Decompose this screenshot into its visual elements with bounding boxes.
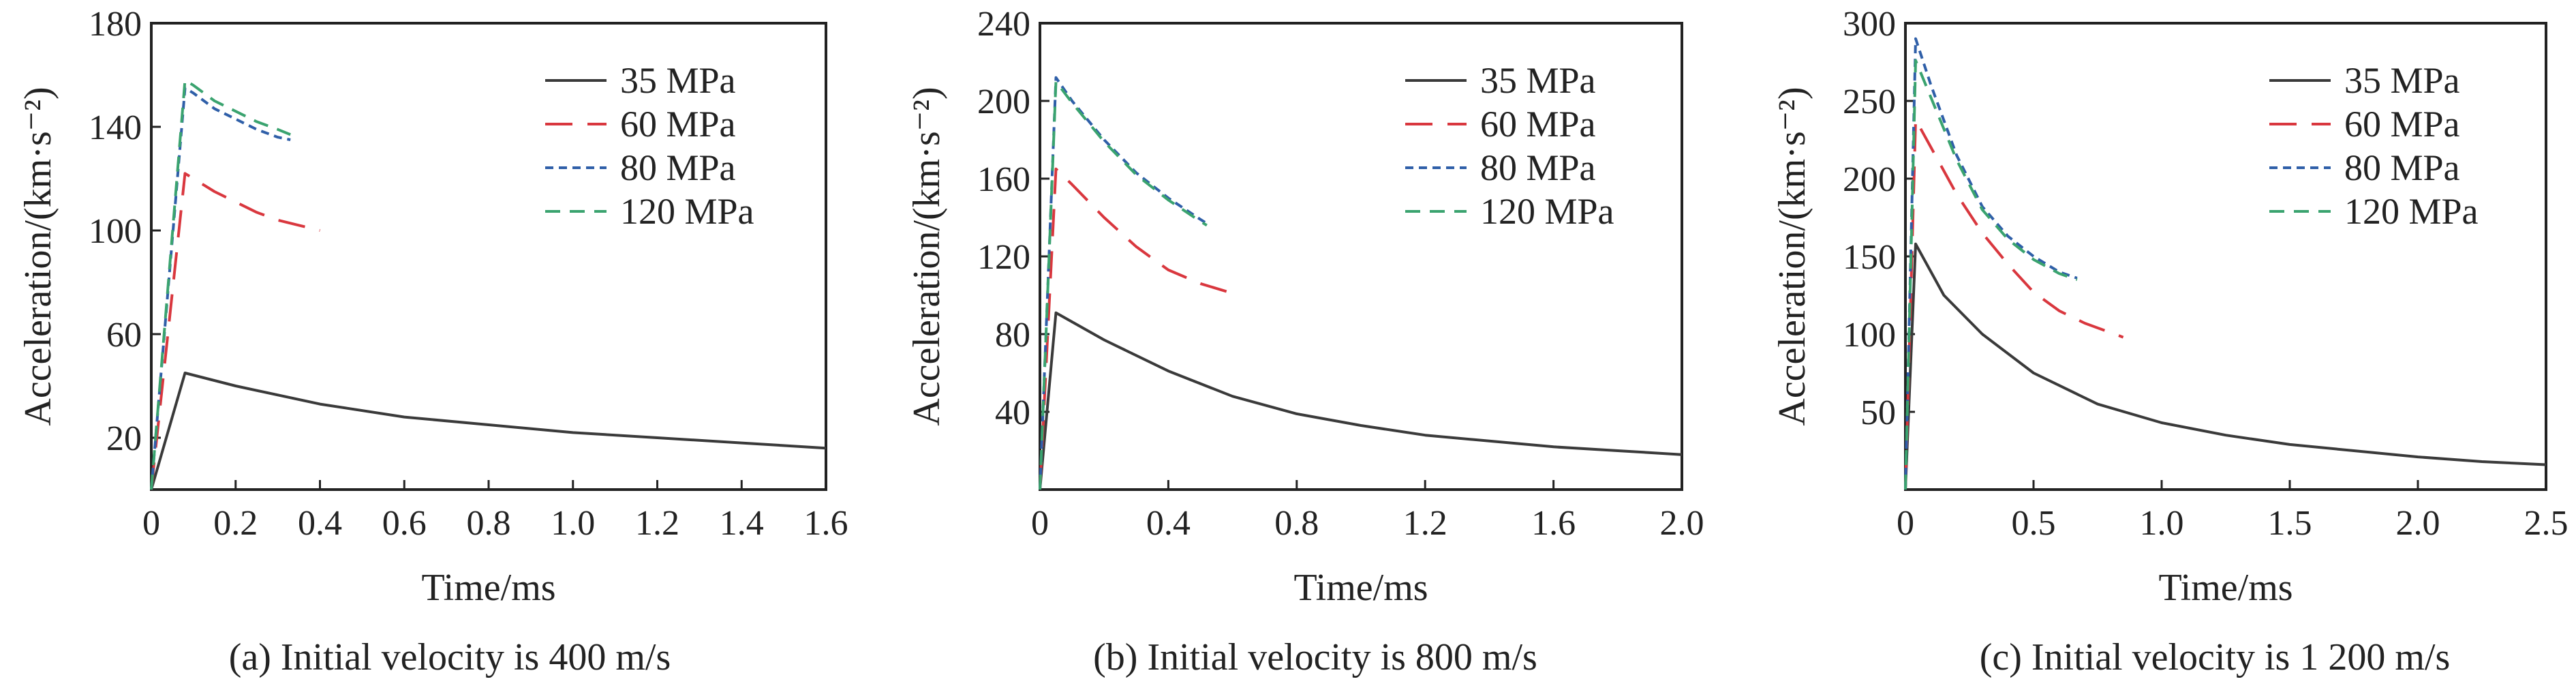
panel-caption: (b) Initial velocity is 800 m/s	[1093, 636, 1537, 678]
x-tick-label: 0	[1031, 504, 1049, 543]
legend-label: 60 MPa	[1480, 104, 1596, 145]
y-tick-label: 80	[995, 316, 1030, 355]
x-tick-label: 1.0	[551, 504, 595, 543]
panel-caption: (a) Initial velocity is 400 m/s	[229, 636, 671, 678]
x-tick-label: 0.4	[298, 504, 342, 543]
y-tick-label: 50	[1860, 393, 1896, 432]
series-line-60-mpa	[150, 172, 320, 490]
x-tick-label: 1.5	[2268, 504, 2312, 543]
legend-label: 80 MPa	[1480, 147, 1596, 188]
series-line-120-mpa	[150, 78, 291, 490]
y-tick-label: 40	[995, 393, 1030, 432]
series-line-35-mpa	[1904, 242, 2547, 490]
legend-label: 120 MPa	[620, 191, 754, 232]
y-axis-label: Acceleration/(km·s⁻²)	[906, 87, 948, 425]
x-tick-label: 1.2	[1403, 504, 1447, 543]
y-tick-label: 120	[977, 238, 1030, 277]
series-line-60-mpa	[1904, 118, 2124, 490]
y-tick-label: 20	[106, 419, 142, 458]
legend-label: 60 MPa	[620, 104, 736, 145]
y-tick-label: 200	[1843, 160, 1896, 199]
x-tick-label: 0.2	[213, 504, 258, 543]
series-line-35-mpa	[1039, 311, 1683, 490]
x-tick-label: 0.4	[1146, 504, 1191, 543]
series-line-80-mpa	[1039, 76, 1208, 490]
y-tick-label: 160	[977, 160, 1030, 199]
y-tick-label: 140	[89, 108, 142, 147]
y-tick-label: 150	[1843, 238, 1896, 277]
y-tick-label: 60	[106, 316, 142, 355]
legend-label: 80 MPa	[620, 147, 736, 188]
y-tick-label: 200	[977, 83, 1030, 121]
chart-panel-3: 0 0.5 1.0 1.5 2.0 2.5 50 100 150 200 250 300 Time/ms…	[1771, 5, 2569, 678]
x-axis-label: Time/ms	[2158, 567, 2293, 609]
y-axis-label: Acceleration/(km·s⁻²)	[17, 87, 59, 425]
x-tick-label: 0	[1897, 504, 1914, 543]
y-tick-label: 300	[1843, 5, 1896, 44]
y-tick-label: 180	[89, 5, 142, 44]
x-axis-label: Time/ms	[421, 567, 555, 609]
panel-caption: (c) Initial velocity is 1 200 m/s	[1980, 636, 2451, 678]
series-line-80-mpa	[1904, 37, 2078, 490]
x-tick-label: 1.6	[804, 504, 848, 543]
x-tick-label: 0.5	[2012, 504, 2056, 543]
legend-label: 120 MPa	[1480, 191, 1614, 232]
y-tick-label: 100	[89, 212, 142, 251]
x-tick-label: 0.8	[467, 504, 511, 543]
series-line-120-mpa	[1039, 80, 1208, 490]
series-line-60-mpa	[1039, 167, 1233, 490]
x-tick-label: 1.0	[2140, 504, 2184, 543]
legend-label: 35 MPa	[1480, 60, 1596, 101]
x-tick-label: 0.8	[1274, 504, 1319, 543]
y-tick-label: 250	[1843, 83, 1896, 121]
x-tick-label: 1.4	[720, 504, 764, 543]
y-tick-label: 240	[977, 5, 1030, 44]
series-line-120-mpa	[1904, 59, 2078, 490]
x-tick-label: 2.0	[1660, 504, 1704, 543]
x-tick-label: 1.2	[635, 504, 679, 543]
chart-panel-1: 0 0.2 0.4 0.6 0.8 1.0 1.2 1.4 1.6 20 60 100 140 180 Ti…	[17, 5, 848, 678]
x-tick-label: 2.0	[2396, 504, 2440, 543]
legend-label: 60 MPa	[2344, 104, 2460, 145]
legend-label: 35 MPa	[2344, 60, 2460, 101]
legend-label: 80 MPa	[2344, 147, 2460, 188]
y-tick-label: 100	[1843, 316, 1896, 355]
x-tick-label: 1.6	[1531, 504, 1576, 543]
legend-label: 120 MPa	[2344, 191, 2479, 232]
series-line-80-mpa	[150, 87, 291, 490]
y-axis-label: Acceleration/(km·s⁻²)	[1771, 87, 1813, 425]
legend-label: 35 MPa	[620, 60, 736, 101]
x-axis-label: Time/ms	[1293, 567, 1428, 609]
chart-panel-2: 0 0.4 0.8 1.2 1.6 2.0 40 80 120 160 200 240 Time/ms A…	[906, 5, 1704, 678]
series-line-35-mpa	[150, 372, 827, 490]
x-tick-label: 2.5	[2524, 504, 2569, 543]
x-tick-label: 0.6	[382, 504, 427, 543]
x-tick-label: 0	[142, 504, 160, 543]
